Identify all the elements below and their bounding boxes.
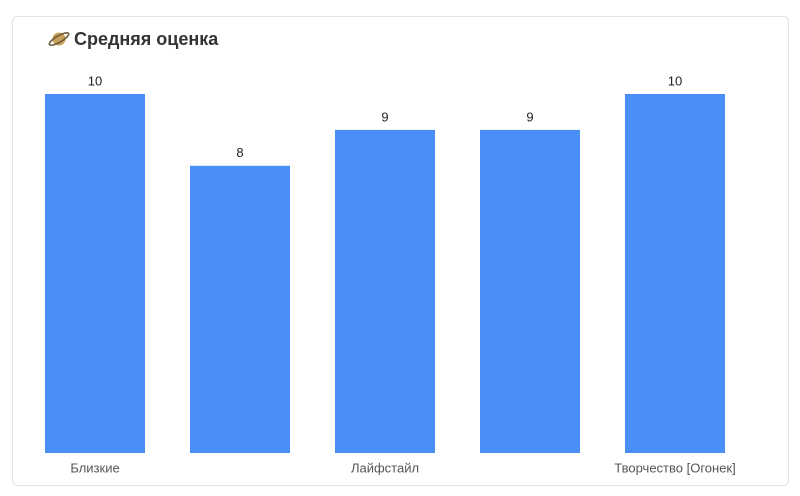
value-label: 8	[236, 145, 243, 160]
bar	[335, 129, 435, 453]
value-label: 9	[526, 109, 533, 124]
value-label: 9	[381, 109, 388, 124]
bar	[480, 129, 580, 453]
title-icon	[48, 32, 70, 46]
bar	[190, 165, 290, 454]
x-tick-label: Творчество [Огонек]	[614, 460, 735, 475]
value-label: 10	[88, 73, 102, 88]
chart-title: Средняя оценка	[74, 29, 219, 49]
x-tick-label: Лайфстайл	[351, 460, 419, 475]
value-label: 10	[668, 73, 682, 88]
bar	[625, 94, 725, 453]
x-tick-label: Близкие	[70, 460, 119, 475]
bar	[45, 94, 145, 453]
